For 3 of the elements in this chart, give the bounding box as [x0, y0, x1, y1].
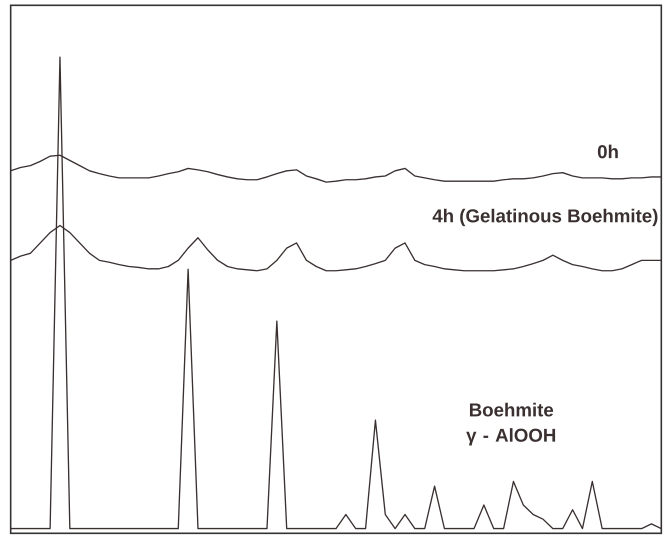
series-label: 4h (Gelatinous Boehmite) [432, 208, 658, 226]
series-label: 0h [598, 144, 618, 158]
text: Boehmite γ - AlOOH [466, 402, 556, 446]
